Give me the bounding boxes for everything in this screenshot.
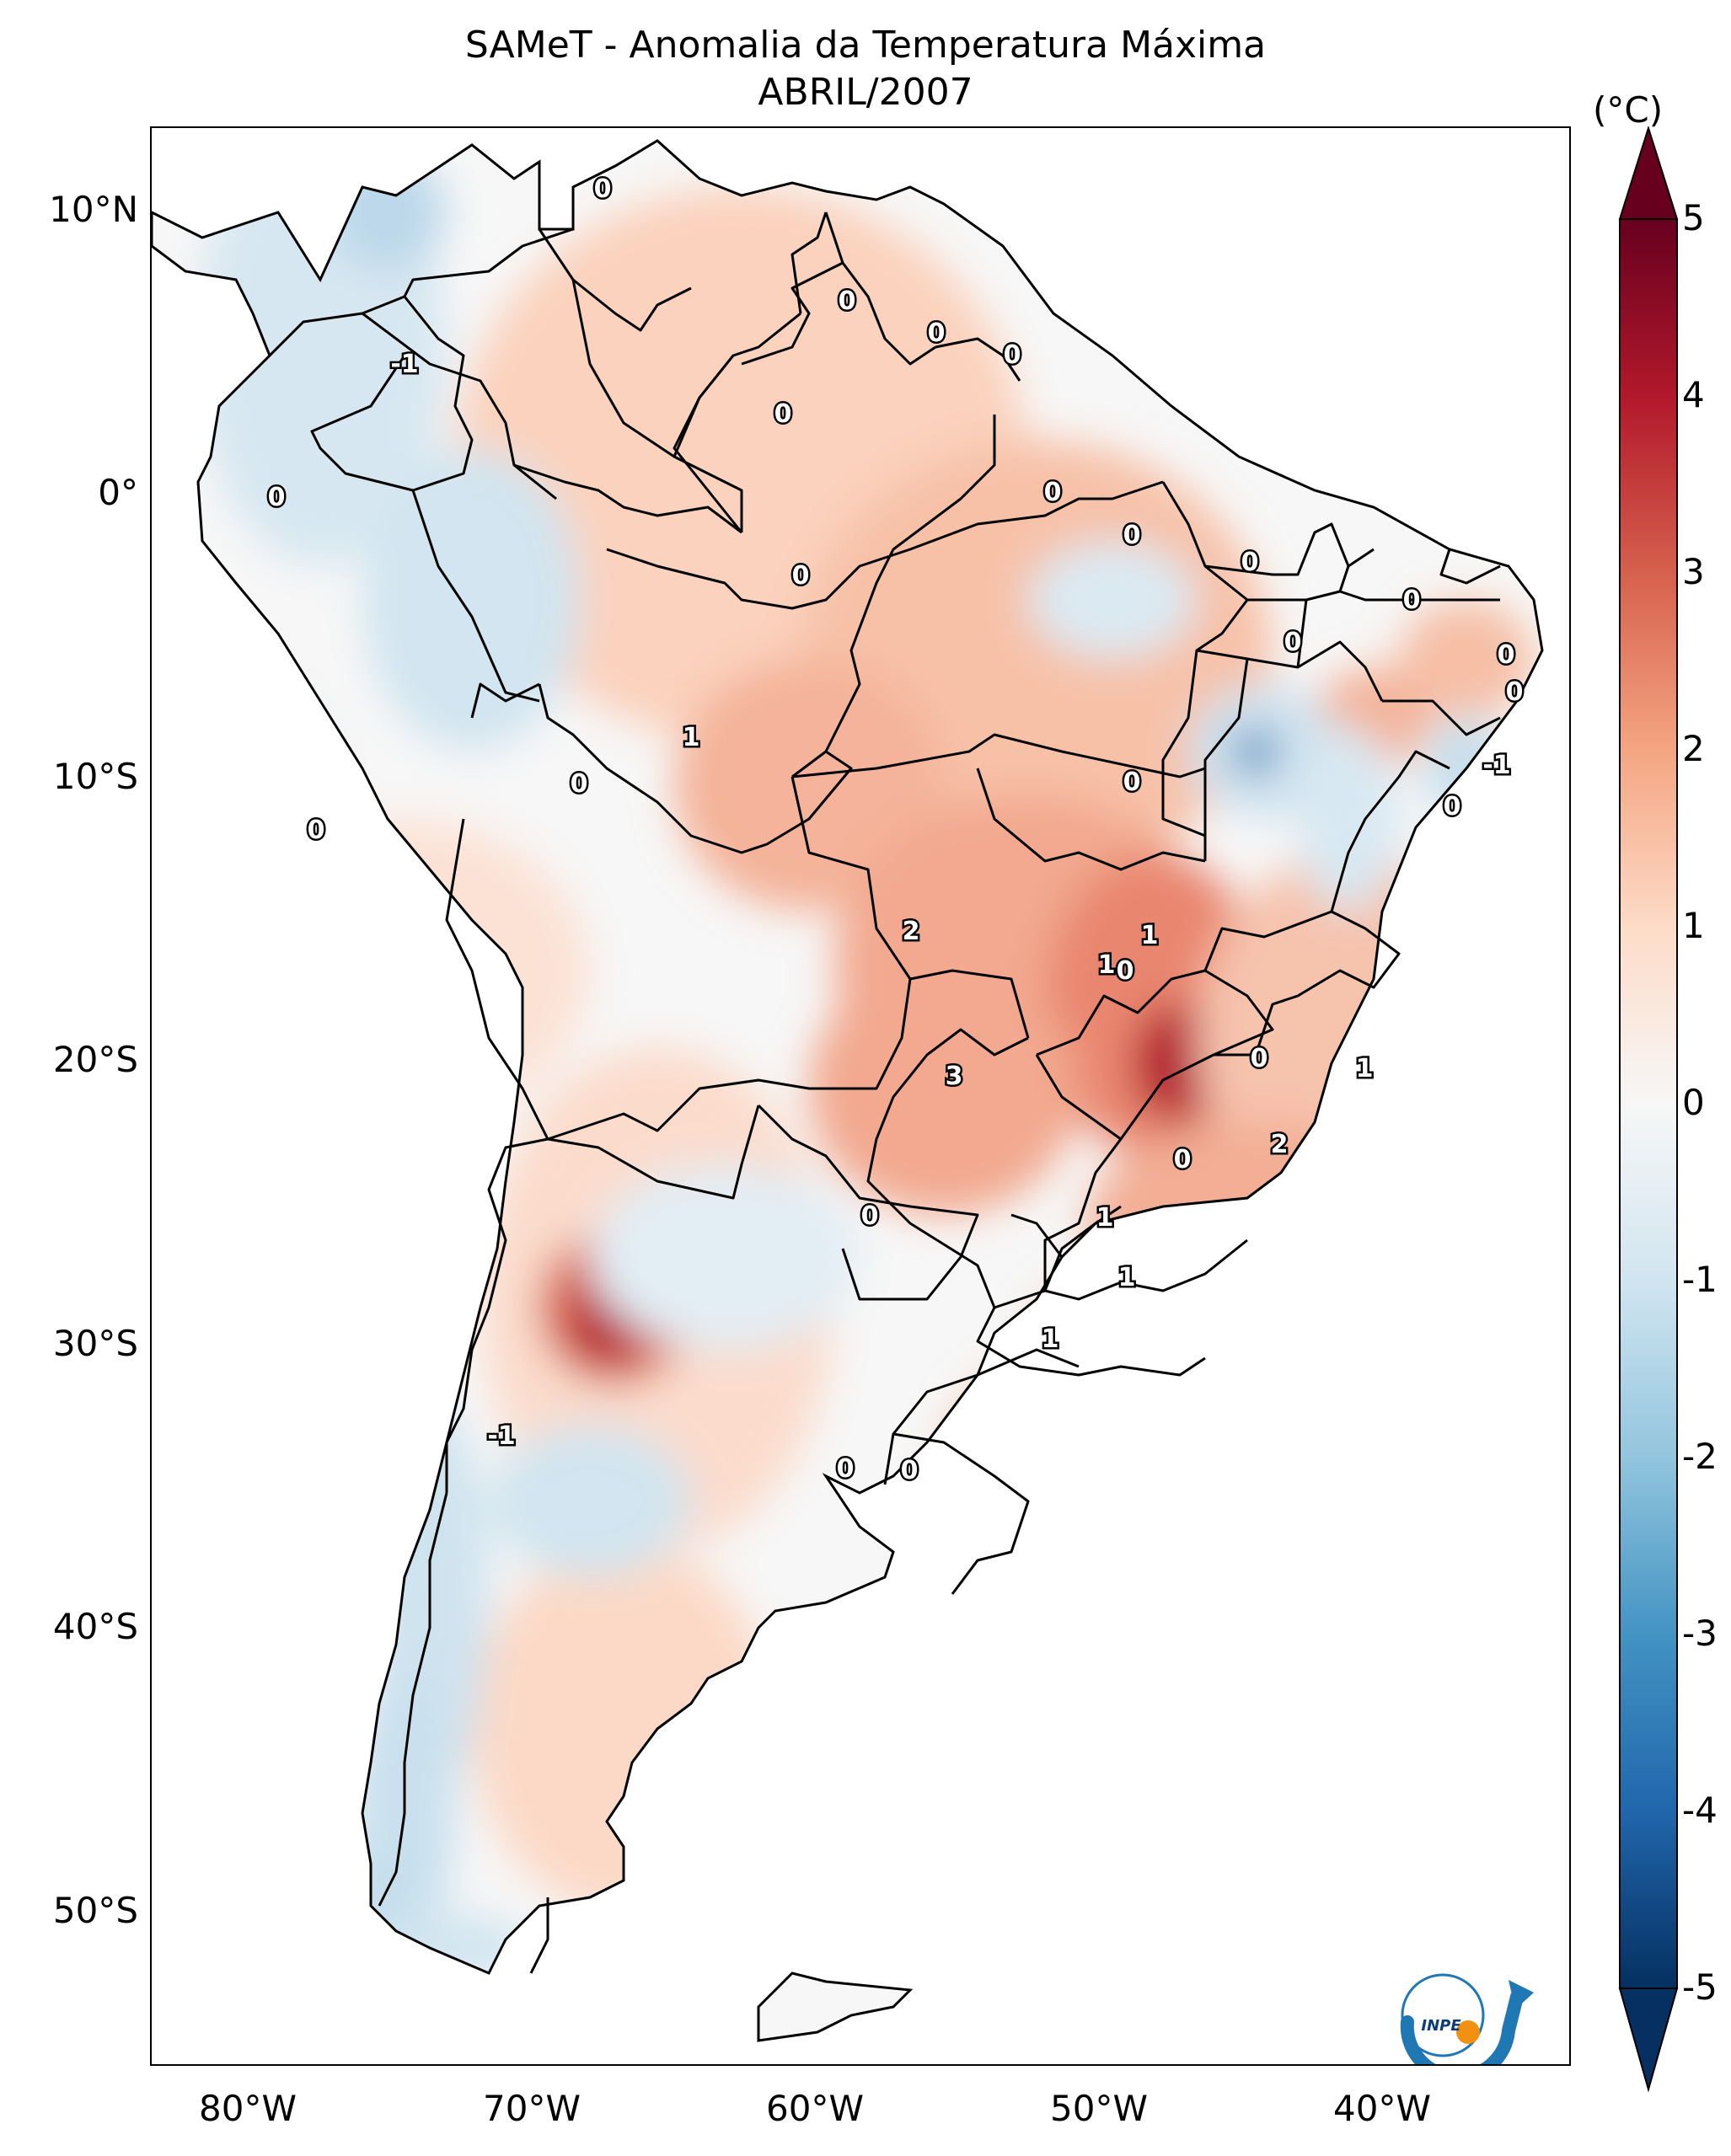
contour-label: 0 [792,561,810,591]
contour-label: 0 [1506,677,1524,707]
colorbar-tick: -2 [1682,1436,1718,1477]
colorbar-tick: 0 [1682,1082,1705,1123]
lat-label: 40°S [52,1606,138,1647]
colorbar-max-arrow [1618,126,1679,220]
contour-labels: 0 0 0 0 -1 0 0 0 0 0 0 0 0 0 0 -1 1 0 0 … [265,173,1525,1488]
contour-label: 1 [1118,1263,1136,1292]
contour-label: 1 [1098,950,1116,980]
contour-label: 0 [1123,521,1141,550]
contour-label: -1 [390,350,418,379]
contour-label: 0 [1117,956,1134,986]
political-borders [268,211,1501,1974]
colorbar [1618,126,1679,2093]
lon-label: 40°W [1333,2088,1431,2129]
colorbar-tick: 1 [1682,905,1705,946]
contour-label: 1 [1356,1054,1374,1083]
map-frame: 0 0 0 0 -1 0 0 0 0 0 0 0 0 0 0 -1 1 0 0 … [150,126,1571,2066]
contour-label: 0 [1403,586,1421,615]
lat-label: 30°S [52,1323,138,1364]
contour-label: -1 [487,1421,515,1451]
inpe-logo: INPE [1400,1973,1534,2064]
colorbar-tick: 5 [1682,197,1705,238]
contour-label: 0 [1284,628,1302,657]
contour-label: 0 [928,318,946,348]
colorbar-tick: 4 [1682,374,1705,415]
contour-label: 0 [1241,548,1259,577]
contour-label: 3 [946,1062,963,1091]
contour-label: 0 [268,483,286,512]
contour-label: 0 [839,286,856,316]
contour-label: 0 [1044,478,1062,507]
contour-label: 2 [903,917,920,946]
colorbar-tick: 2 [1682,728,1705,769]
colorbar-tick: -3 [1682,1613,1718,1654]
contour-label: 0 [1251,1044,1268,1073]
lon-label: 60°W [766,2088,864,2129]
colorbar-min-arrow [1618,1987,1679,2093]
colorbar-unit: (°C) [1593,89,1664,131]
contour-label: 0 [1123,768,1141,797]
lat-label: 0° [98,472,138,513]
contour-label: 0 [901,1456,919,1485]
contour-label: 1 [1096,1203,1114,1233]
contour-label: 0 [1004,340,1021,370]
contour-label: 0 [774,399,792,429]
contour-label: 2 [1271,1130,1289,1159]
contour-label: 0 [1174,1145,1192,1174]
colorbar-tick: -1 [1682,1259,1718,1300]
lat-label: 20°S [52,1039,138,1080]
map-subtitle: ABRIL/2007 [758,71,973,114]
lon-label: 50°W [1050,2088,1148,2129]
contour-label: 0 [1444,792,1461,821]
colorbar-tick: -5 [1682,1966,1718,2008]
contour-label: 1 [683,723,700,752]
contour-label: 0 [308,816,325,845]
colorbar-gradient [1619,218,1678,1989]
contour-label: 0 [1498,640,1515,670]
map-title: SAMeT - Anomalia da Temperatura Máxima [464,24,1267,67]
contour-label: 0 [861,1201,879,1231]
anomaly-field [152,141,1542,2041]
south-america-map: 0 0 0 0 -1 0 0 0 0 0 0 0 0 0 0 -1 1 0 0 … [152,139,1544,2042]
lat-label: 10°S [52,756,138,797]
logo-text: INPE [1421,2017,1461,2035]
lat-label: 50°S [52,1890,138,1931]
contour-label: 1 [1042,1324,1059,1354]
contour-label: -1 [1482,751,1510,780]
colorbar-tick: -4 [1682,1790,1718,1831]
lon-label: 80°W [199,2088,297,2129]
lat-label: 10°N [49,189,138,230]
colorbar-tick: 3 [1682,551,1705,592]
contour-label: 0 [571,769,588,799]
lon-label: 70°W [483,2088,581,2129]
contour-label: 0 [594,174,612,204]
contour-label: 1 [1141,921,1159,950]
contour-label: 0 [837,1454,855,1484]
